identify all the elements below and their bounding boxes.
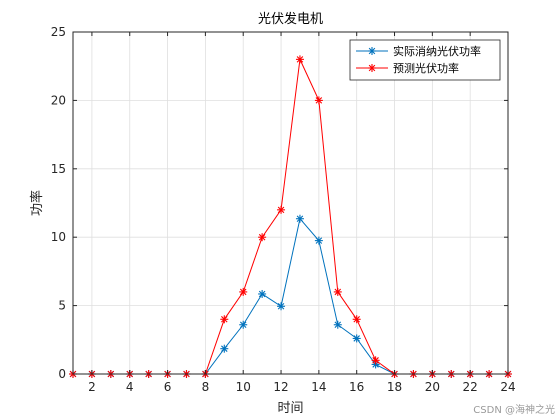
data-point <box>295 214 304 223</box>
data-point <box>295 55 304 64</box>
y-tick-label: 0 <box>58 367 66 381</box>
data-point <box>352 334 361 343</box>
data-point <box>239 320 248 329</box>
y-tick-label: 25 <box>51 25 66 39</box>
data-point <box>258 233 267 242</box>
data-point <box>314 236 323 245</box>
x-tick-label: 16 <box>349 380 364 394</box>
x-tick-label: 8 <box>202 380 210 394</box>
x-tick-label: 24 <box>500 380 515 394</box>
legend-item: 实际消纳光伏功率 <box>356 44 481 58</box>
legend-item: 预测光伏功率 <box>356 61 459 75</box>
grid <box>73 31 509 375</box>
y-tick-label: 5 <box>58 299 66 313</box>
y-tick-label: 20 <box>51 93 66 107</box>
data-point <box>333 287 342 296</box>
legend-label: 预测光伏功率 <box>393 61 459 75</box>
legend-label: 实际消纳光伏功率 <box>393 44 481 58</box>
data-point <box>333 320 342 329</box>
x-tick-label: 4 <box>126 380 134 394</box>
x-tick-label: 14 <box>311 380 326 394</box>
x-tick-label: 6 <box>164 380 172 394</box>
y-tick-label: 15 <box>51 162 66 176</box>
data-point <box>277 205 286 214</box>
data-point <box>352 315 361 324</box>
data-point <box>220 344 229 353</box>
data-point <box>239 287 248 296</box>
watermark: CSDN @海神之光 <box>473 403 555 416</box>
axes-frame <box>72 31 509 375</box>
chart-title: 光伏发电机 <box>258 11 323 27</box>
data-point <box>314 96 323 105</box>
x-tick-label: 2 <box>88 380 96 394</box>
x-tick-label: 20 <box>425 380 440 394</box>
plot-area <box>73 32 508 374</box>
y-axis-label: 功率 <box>29 190 45 216</box>
x-axis-label: 时间 <box>277 401 303 416</box>
data-point <box>371 356 380 365</box>
y-tick-label: 10 <box>51 230 66 244</box>
x-tick-label: 22 <box>463 380 478 394</box>
x-tick-label: 10 <box>236 380 251 394</box>
x-tick-label: 18 <box>387 380 402 394</box>
x-tick-label: 12 <box>273 380 288 394</box>
data-point <box>277 302 286 311</box>
legend-marker <box>368 64 376 72</box>
data-point <box>258 289 267 298</box>
legend-box <box>349 39 501 81</box>
legend-marker <box>368 47 376 55</box>
data-point <box>220 315 229 324</box>
